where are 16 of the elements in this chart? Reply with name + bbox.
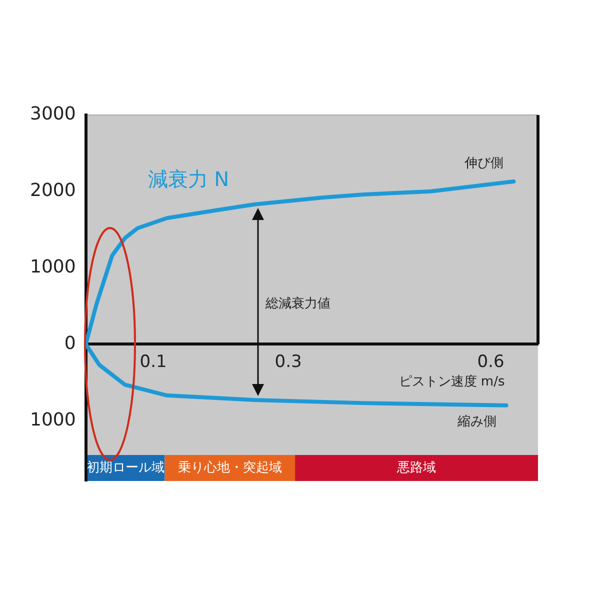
band-label: 悪路域: [396, 460, 436, 476]
x-axis-title: ピストン速度 m/s: [398, 374, 505, 390]
y-tick-label: 1000: [30, 409, 76, 430]
y-tick-label: 1000: [30, 256, 76, 278]
annotation: 総減衰力値: [264, 296, 331, 312]
x-tick-label: 0.1: [140, 352, 167, 372]
band-label: 初期ロール域: [86, 460, 164, 476]
series-label: 縮み側: [456, 414, 496, 430]
x-tick-label: 0.3: [274, 352, 302, 372]
y-tick-label: 3000: [30, 104, 76, 125]
y-axis-title: 減衰力 N: [148, 167, 230, 192]
y-tick-label: 2000: [30, 180, 76, 202]
x-tick-label: 0.6: [477, 352, 504, 372]
series-label: 伸び側: [464, 156, 504, 171]
y-tick-label: 0: [64, 332, 76, 354]
band-label: 乗り心地・突起域: [178, 459, 282, 476]
